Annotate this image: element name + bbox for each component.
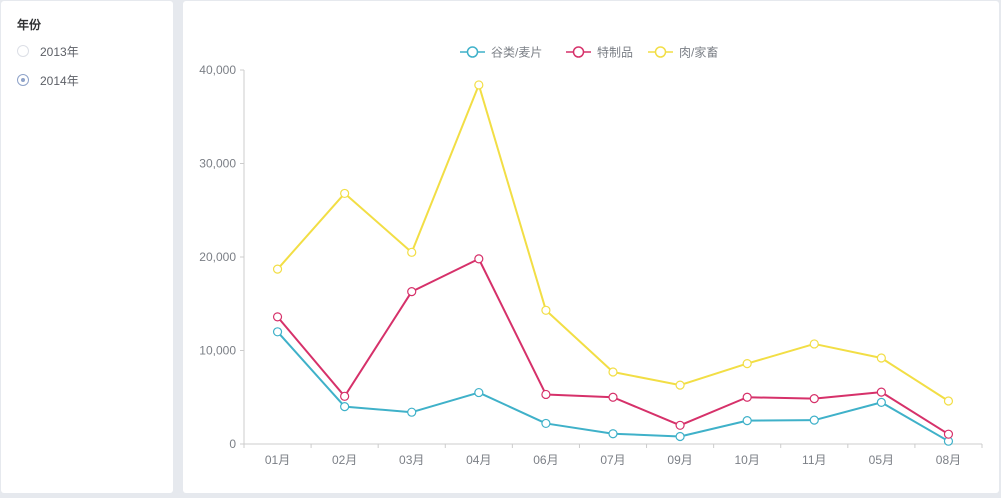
legend-marker-icon xyxy=(572,46,585,58)
y-tick-label: 20,000 xyxy=(199,250,236,264)
data-point xyxy=(541,389,551,400)
x-tick-label: 04月 xyxy=(466,453,491,467)
year-filter-panel: 年份 2013年 2014年 xyxy=(1,1,173,493)
data-point xyxy=(407,247,417,257)
x-tick-label: 05月 xyxy=(869,453,894,467)
x-tick-label: 06月 xyxy=(533,453,558,467)
data-point xyxy=(809,339,819,349)
data-point xyxy=(876,387,886,397)
data-point xyxy=(474,387,484,398)
line-chart: 0 10,000 20,000 30,000 40,000 01月 02月 03月 04月 06月… xyxy=(199,45,983,467)
y-tick-label: 0 xyxy=(229,437,236,451)
y-tick-label: 30,000 xyxy=(199,157,236,171)
data-point xyxy=(541,418,551,429)
data-point xyxy=(340,391,350,401)
legend-marker-icon xyxy=(654,46,667,58)
y-tick-label: 40,000 xyxy=(199,63,236,77)
y-tick-label: 10,000 xyxy=(199,344,236,358)
data-point xyxy=(272,264,283,274)
radio-label: 2013年 xyxy=(40,44,79,59)
x-tick-label: 02月 xyxy=(332,453,357,467)
data-point xyxy=(742,416,752,426)
x-tick-label: 08月 xyxy=(936,453,961,467)
chart-panel: 0 10,000 20,000 30,000 40,000 01月 02月 03月 04月 06月… xyxy=(183,1,999,493)
x-tick-label: 01月 xyxy=(265,453,290,467)
legend-marker-icon xyxy=(466,46,479,58)
data-point xyxy=(742,392,752,402)
data-point xyxy=(809,394,819,404)
data-point xyxy=(541,305,551,315)
series-line xyxy=(276,83,949,402)
legend-label: 谷类/麦片 xyxy=(491,46,542,60)
legend-label: 特制品 xyxy=(597,45,633,60)
panel-divider xyxy=(174,0,182,496)
radio-checked-icon[interactable] xyxy=(17,74,29,86)
series-line xyxy=(276,331,949,443)
data-point xyxy=(608,392,618,402)
radio-option-2014[interactable]: 2014年 xyxy=(17,72,79,88)
radio-label: 2014年 xyxy=(40,73,79,88)
data-point xyxy=(809,415,819,425)
data-point xyxy=(340,188,350,199)
data-point xyxy=(407,286,417,297)
series-line xyxy=(276,257,949,436)
data-point xyxy=(474,254,484,264)
data-point xyxy=(876,353,886,363)
data-point xyxy=(943,429,954,439)
data-point xyxy=(742,358,752,369)
x-tick-label: 09月 xyxy=(667,453,692,467)
data-point xyxy=(675,380,685,390)
radio-icon[interactable] xyxy=(17,45,29,57)
legend-label: 肉/家畜 xyxy=(679,45,718,60)
data-point xyxy=(876,397,886,407)
data-point xyxy=(675,420,685,430)
data-point xyxy=(340,402,350,412)
data-point xyxy=(675,431,685,442)
data-point xyxy=(608,429,618,439)
data-point xyxy=(272,327,283,337)
x-tick-label: 03月 xyxy=(399,453,424,467)
data-point xyxy=(407,407,417,417)
filter-title: 年份 xyxy=(17,18,42,32)
x-tick-label: 11月 xyxy=(802,453,826,467)
data-point xyxy=(474,80,484,90)
radio-option-2013[interactable]: 2013年 xyxy=(17,43,79,59)
data-point xyxy=(272,312,283,322)
data-point xyxy=(608,367,618,377)
x-tick-label: 10月 xyxy=(735,453,760,467)
data-point xyxy=(943,396,954,406)
x-tick-label: 07月 xyxy=(600,453,625,467)
